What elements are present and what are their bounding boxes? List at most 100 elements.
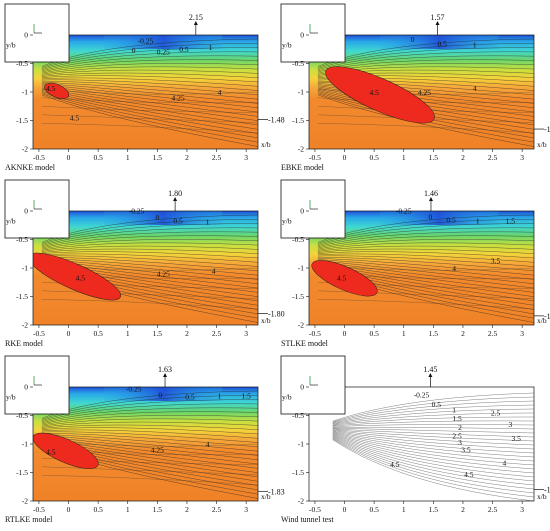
y-tick-label: -1 [298, 88, 304, 97]
y-tick-label: -2 [22, 145, 28, 154]
contour-line [41, 93, 258, 143]
y-tick-label: -2 [22, 321, 28, 330]
contour-line [41, 47, 258, 69]
geometry-inset [280, 355, 346, 415]
x-tick-label: 1 [126, 329, 130, 338]
contour-line [41, 239, 258, 250]
contour-line [41, 466, 258, 475]
contour-label: 3 [508, 420, 512, 429]
contour-line [41, 427, 258, 435]
contour-label: 4.25 [418, 88, 431, 97]
contour-line [332, 436, 534, 482]
y-tick-label: -1 [298, 440, 304, 449]
y-tick-label: 0 [24, 383, 28, 392]
contour-line [41, 97, 258, 104]
contour-label: -0.25 [414, 390, 430, 399]
contour-label: 4 [503, 459, 507, 468]
contour-label: 1 [209, 43, 213, 52]
x-tick-label: 2 [461, 153, 465, 162]
x-tick-label: 1.5 [429, 505, 439, 514]
contour-line [332, 439, 534, 501]
y-tick-label: -0.5 [16, 411, 28, 420]
contour-label: 4 [212, 267, 216, 276]
y-tick-label: -1 [22, 88, 28, 97]
x-tick-label: 2.5 [212, 329, 222, 338]
contour-label: 4.5 [337, 274, 347, 283]
x-tick-label: 3 [520, 505, 524, 514]
panel-rtlke: -0.5 0 0.5 1 1.5 2 2.5 3 0 -0.5 -1 -1.5 -2 x/b y/b -0.2… [4, 355, 285, 524]
annotation-top-arrowhead [193, 21, 198, 25]
contour-line [317, 51, 534, 70]
contour-line [41, 403, 258, 422]
contour-line [41, 242, 258, 251]
y-tick-label: -1 [298, 264, 304, 273]
contour-line [332, 433, 534, 466]
y-tick-label: 0 [24, 31, 28, 40]
geometry-inset [280, 3, 346, 63]
panel-caption: EBKE model [281, 163, 325, 172]
contour-line [332, 408, 534, 425]
contour-line [317, 231, 534, 248]
x-tick-label: -0.5 [309, 505, 321, 514]
x-axis-label: x/b [537, 316, 547, 325]
x-tick-label: 2.5 [488, 505, 498, 514]
contour-line [332, 431, 534, 458]
geometry-inset [4, 355, 70, 415]
x-tick-label: 2.5 [488, 153, 498, 162]
contour-line [41, 399, 258, 421]
annotation-top-arrowhead [435, 21, 440, 25]
contour-line [332, 429, 534, 446]
contour-line [41, 80, 258, 96]
contour-label: 4.25 [151, 446, 164, 455]
contour-line [332, 430, 534, 450]
contour-line [41, 415, 258, 426]
contour-line [41, 429, 258, 439]
contour-line [317, 239, 534, 250]
contour-line [41, 418, 258, 427]
contour-label: 0 [429, 213, 433, 222]
contour-line [317, 47, 534, 69]
contour-line [41, 407, 258, 424]
y-tick-label: -1 [22, 440, 28, 449]
annotation-top-arrowhead [163, 373, 168, 377]
x-tick-label: 2.5 [212, 153, 222, 162]
contour-label: 0.5 [432, 400, 442, 409]
contour-label: 1 [476, 217, 480, 226]
plot-area [33, 387, 258, 501]
contour-line [317, 235, 534, 249]
contour-line [41, 248, 258, 254]
annotation-right-value: -1.80 [268, 310, 285, 319]
contour-line [41, 106, 258, 113]
contour-line [41, 432, 258, 448]
contour-line [317, 290, 534, 299]
panel-rke: -0.5 0 0.5 1 1.5 2 2.5 3 0 -0.5 -1 -1.5 -2 x/b y/b -0.2… [4, 179, 285, 348]
plot-area [33, 211, 258, 325]
x-tick-label: -0.5 [33, 153, 45, 162]
x-tick-label: 3 [244, 329, 248, 338]
annotation-right-value: -1.83 [268, 487, 285, 496]
plot-area [309, 387, 534, 501]
y-axis-label: y/b [282, 41, 292, 50]
contour-label: 4 [206, 440, 210, 449]
x-tick-label: -0.5 [309, 329, 321, 338]
contour-label: 4.5 [46, 447, 56, 456]
contour-line [332, 416, 534, 426]
contour-line [317, 245, 534, 252]
contour-line [317, 299, 534, 310]
x-tick-label: 2.5 [488, 329, 498, 338]
y-tick-label: -1.5 [16, 468, 28, 477]
x-tick-label: 3 [244, 153, 248, 162]
x-tick-label: 0.5 [369, 329, 379, 338]
annotation-top-value: 1.46 [424, 189, 438, 198]
x-axis-label: x/b [261, 316, 271, 325]
plot-area [33, 35, 258, 149]
contour-line [41, 475, 258, 486]
contour-label: 1 [452, 406, 456, 415]
contour-line [332, 392, 534, 422]
x-tick-label: 1 [402, 505, 406, 514]
contour-line [41, 245, 258, 252]
x-axis-label: x/b [261, 140, 271, 149]
contour-line [41, 290, 258, 299]
y-axis-label: y/b [6, 217, 16, 226]
y-tick-label: -1.5 [16, 116, 28, 125]
